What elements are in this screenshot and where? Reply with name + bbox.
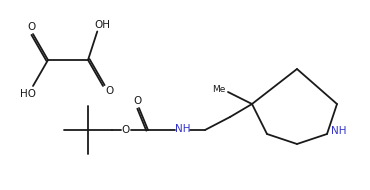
- Text: OH: OH: [94, 21, 110, 30]
- Text: O: O: [122, 125, 130, 135]
- Text: Me: Me: [212, 86, 226, 94]
- Text: O: O: [105, 86, 113, 96]
- Text: NH: NH: [331, 126, 347, 136]
- Text: O: O: [133, 96, 141, 106]
- Text: HO: HO: [20, 89, 36, 99]
- Text: O: O: [27, 22, 35, 32]
- Text: NH: NH: [175, 124, 191, 134]
